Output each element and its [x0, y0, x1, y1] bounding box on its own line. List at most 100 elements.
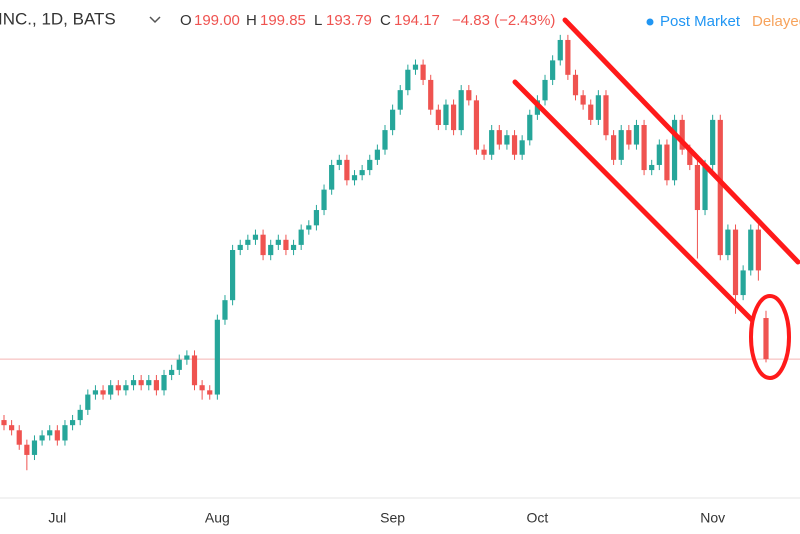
candle-body: [595, 95, 601, 120]
candle-body: [519, 140, 525, 155]
x-tick-label: Oct: [527, 510, 549, 526]
candle-body: [313, 210, 320, 226]
candle-body: [245, 239, 251, 245]
candle-body: [77, 409, 83, 421]
close-value: 194.17: [394, 12, 440, 29]
candle-body: [641, 125, 647, 171]
highlight-circle: [749, 294, 791, 380]
candle-body: [572, 74, 579, 96]
candle-body: [306, 225, 312, 230]
candle-body: [336, 159, 342, 165]
candle-body: [222, 300, 228, 320]
candle-body: [260, 234, 266, 256]
candle-body: [115, 385, 121, 391]
candle-body: [230, 250, 236, 301]
candle-body: [542, 79, 548, 101]
candle-body: [428, 79, 434, 110]
candle-body: [275, 239, 281, 245]
x-tick-label: Jul: [48, 510, 66, 526]
candle-body: [580, 95, 586, 105]
candle-body: [603, 95, 609, 136]
low-value: 193.79: [326, 12, 372, 29]
candle-body: [191, 355, 198, 386]
candle-body: [321, 189, 327, 211]
candle-body: [511, 135, 518, 155]
status-dot: [646, 18, 654, 26]
candle-body: [633, 125, 640, 145]
candle-body: [405, 69, 411, 91]
candle-body: [755, 229, 761, 271]
candle-body: [390, 109, 396, 131]
delay-status: Delayed: [752, 13, 800, 30]
x-tick-label: Sep: [380, 510, 405, 526]
open-value: 199.00: [194, 12, 240, 29]
candle-body: [146, 380, 152, 386]
candle-body: [435, 109, 441, 125]
candle-body: [557, 39, 563, 61]
candle-body: [100, 390, 106, 395]
candle-body: [237, 244, 243, 250]
candle-body: [504, 135, 510, 145]
candle-body: [611, 135, 617, 160]
close-label: C: [380, 12, 391, 29]
candle-body: [290, 244, 297, 250]
candle-body: [161, 375, 167, 391]
candle-body: [466, 90, 472, 101]
candle-body: [123, 385, 129, 391]
x-tick-label: Aug: [205, 510, 230, 526]
candle-body: [329, 164, 335, 190]
candle-body: [489, 130, 495, 155]
candle-body: [283, 239, 289, 250]
candle-body: [54, 430, 60, 441]
candle-body: [458, 90, 464, 131]
candle-body: [199, 385, 205, 391]
candle-body: [69, 420, 76, 426]
chevron-icon[interactable]: [149, 16, 161, 24]
candle-body: [397, 90, 403, 110]
candle-body: [92, 390, 99, 395]
candle-body: [420, 64, 426, 80]
candle-body: [763, 318, 769, 360]
candle-body: [268, 244, 274, 256]
candle-body: [31, 440, 38, 455]
candle-body: [184, 355, 190, 360]
candle-body: [656, 144, 662, 165]
change-value: −4.83 (−2.43%): [452, 12, 555, 29]
candle-body: [47, 430, 53, 436]
candle-body: [169, 369, 175, 375]
x-tick-label: Nov: [700, 510, 725, 526]
candle-body: [618, 130, 624, 160]
channel-line-upper: [562, 17, 800, 265]
candle-body: [496, 130, 502, 145]
candle-body: [443, 104, 449, 125]
candle-body: [702, 164, 708, 211]
candle-body: [382, 130, 388, 150]
high-value: 199.85: [260, 12, 306, 29]
candle-body: [671, 119, 678, 181]
candle-body: [351, 175, 358, 181]
candle-body: [85, 394, 91, 410]
candle-body: [649, 164, 655, 171]
candle-body: [740, 270, 746, 296]
candle-body: [252, 234, 259, 240]
candle-body: [359, 170, 365, 176]
symbol: INC., 1D, BATS: [0, 9, 116, 28]
candle-body: [565, 39, 571, 75]
candle-body: [527, 114, 533, 141]
candle-body: [412, 64, 419, 70]
candle-body: [481, 149, 487, 155]
high-label: H: [246, 12, 257, 29]
candle-body: [153, 380, 159, 391]
candle-body: [39, 435, 45, 441]
candle-body: [725, 229, 731, 256]
candle-body: [588, 104, 594, 120]
candle-body: [24, 444, 30, 455]
candle-body: [664, 144, 670, 181]
candle-body: [298, 229, 304, 245]
candle-body: [626, 130, 632, 145]
candle-body: [138, 380, 144, 386]
market-status[interactable]: Post Market: [660, 13, 741, 30]
